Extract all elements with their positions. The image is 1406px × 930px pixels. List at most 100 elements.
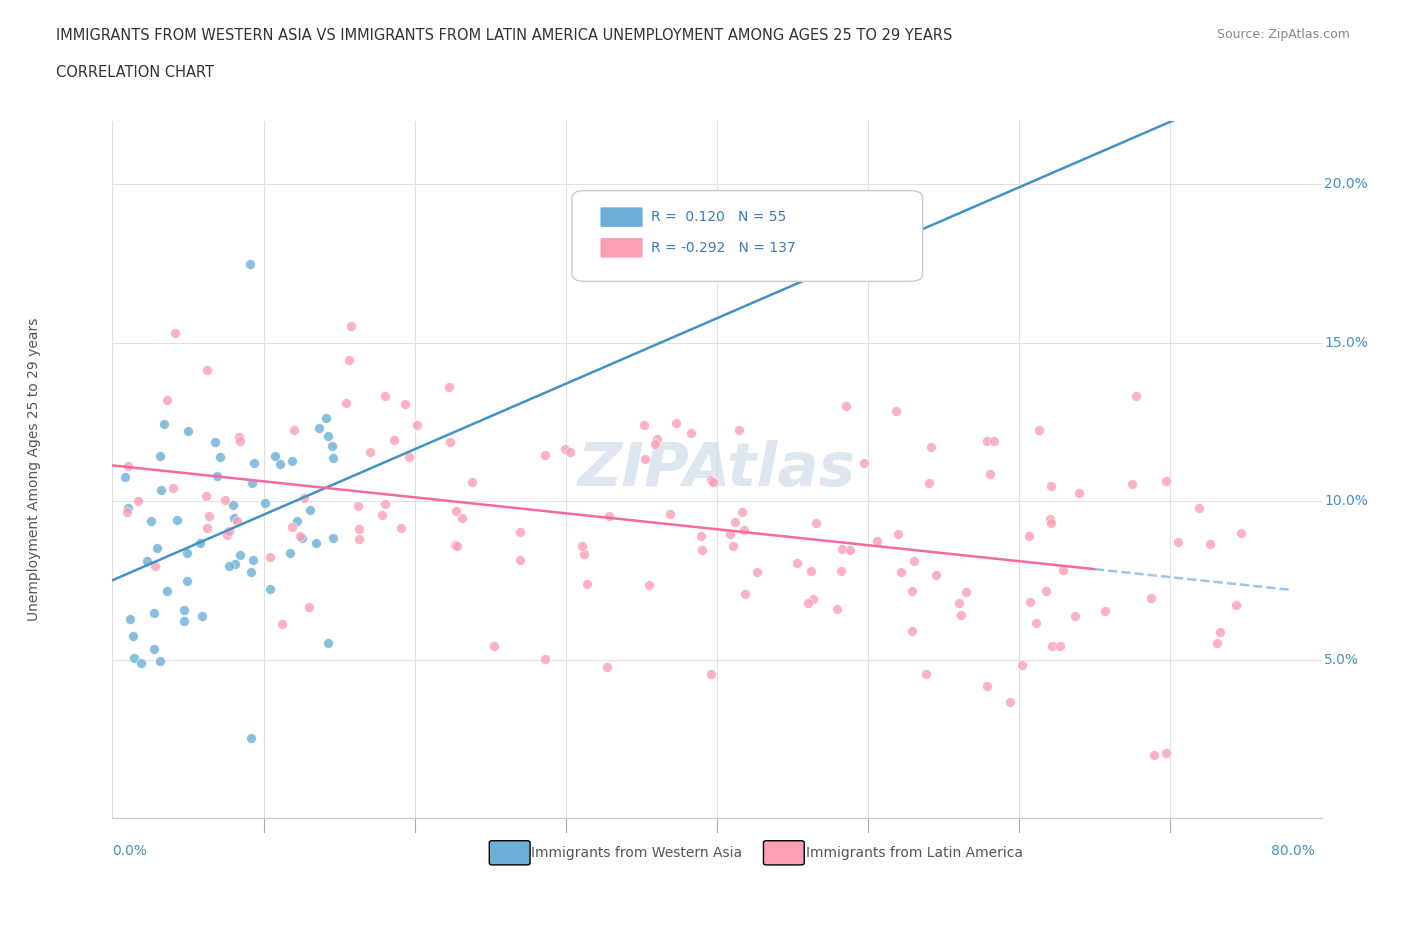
Point <box>948 595 970 610</box>
Text: CORRELATION CHART: CORRELATION CHART <box>56 65 214 80</box>
Point <box>976 678 998 693</box>
Point <box>886 404 908 418</box>
Point <box>291 531 314 546</box>
Point <box>406 418 429 432</box>
Point <box>149 654 172 669</box>
Point <box>308 420 330 435</box>
Point <box>1019 594 1042 609</box>
Point <box>720 526 742 541</box>
Point <box>347 531 370 546</box>
Point <box>156 392 179 407</box>
Point <box>482 639 505 654</box>
Point <box>444 503 467 518</box>
Point <box>1143 748 1166 763</box>
Point <box>1125 389 1147 404</box>
Point <box>1205 635 1227 650</box>
Point <box>121 628 143 643</box>
Point <box>800 564 823 578</box>
Point <box>117 458 139 473</box>
Point <box>335 395 357 410</box>
Point <box>998 695 1021 710</box>
Point <box>217 528 239 543</box>
Point <box>901 623 924 638</box>
Point <box>461 474 484 489</box>
Text: 20.0%: 20.0% <box>1324 178 1368 192</box>
Point <box>114 470 136 485</box>
Point <box>1052 563 1074 578</box>
Point <box>347 498 370 513</box>
Point <box>1028 422 1050 437</box>
Point <box>727 422 749 437</box>
Point <box>359 445 381 459</box>
Point <box>254 495 277 510</box>
Point <box>120 612 142 627</box>
Point <box>322 530 344 545</box>
Point <box>229 548 252 563</box>
Point <box>1040 479 1063 494</box>
Text: Immigrants from Latin America: Immigrants from Latin America <box>806 845 1022 860</box>
Point <box>733 523 755 538</box>
FancyBboxPatch shape <box>600 237 644 259</box>
Point <box>240 731 263 746</box>
Point <box>734 587 756 602</box>
Point <box>240 565 263 579</box>
Text: ZIPAtlas: ZIPAtlas <box>578 440 856 499</box>
Point <box>384 432 406 447</box>
Point <box>1042 639 1064 654</box>
Point <box>135 553 157 568</box>
Point <box>222 511 245 525</box>
Point <box>1230 525 1253 540</box>
Point <box>679 425 702 440</box>
Point <box>124 651 146 666</box>
Point <box>315 411 337 426</box>
Point <box>554 442 576 457</box>
Point <box>316 429 339 444</box>
Point <box>305 536 328 551</box>
Point <box>1064 609 1087 624</box>
Point <box>920 440 942 455</box>
Point <box>318 635 340 650</box>
Point <box>165 326 187 340</box>
Point <box>1011 658 1033 672</box>
Point <box>222 498 245 512</box>
Point <box>176 573 198 588</box>
Text: IMMIGRANTS FROM WESTERN ASIA VS IMMIGRANTS FROM LATIN AMERICA UNEMPLOYMENT AMONG: IMMIGRANTS FROM WESTERN ASIA VS IMMIGRAN… <box>56 28 953 43</box>
Point <box>239 257 262 272</box>
Point <box>322 451 344 466</box>
Point <box>446 538 468 553</box>
Text: Unemployment Among Ages 25 to 29 years: Unemployment Among Ages 25 to 29 years <box>27 318 41 621</box>
Point <box>281 520 304 535</box>
Point <box>866 533 889 548</box>
Text: R =  0.120   N = 55: R = 0.120 N = 55 <box>651 210 786 224</box>
Point <box>690 529 713 544</box>
Point <box>900 584 922 599</box>
Point <box>853 456 876 471</box>
Point <box>702 474 724 489</box>
Point <box>176 545 198 560</box>
Point <box>949 608 972 623</box>
Point <box>117 500 139 515</box>
Point <box>149 482 172 497</box>
Point <box>290 528 312 543</box>
Point <box>117 504 139 519</box>
Point <box>347 522 370 537</box>
Point <box>146 540 169 555</box>
Point <box>831 542 853 557</box>
Point <box>269 457 291 472</box>
Point <box>1035 584 1057 599</box>
Point <box>240 476 263 491</box>
Point <box>285 513 308 528</box>
Point <box>558 445 581 459</box>
Point <box>838 542 860 557</box>
Point <box>177 423 200 438</box>
Point <box>700 666 723 681</box>
Point <box>1225 597 1247 612</box>
Point <box>1188 500 1211 515</box>
Point <box>976 433 998 448</box>
Point <box>825 602 848 617</box>
Point <box>596 659 619 674</box>
Point <box>264 448 287 463</box>
Point <box>242 553 264 568</box>
Point <box>444 538 467 552</box>
Point <box>890 565 912 579</box>
